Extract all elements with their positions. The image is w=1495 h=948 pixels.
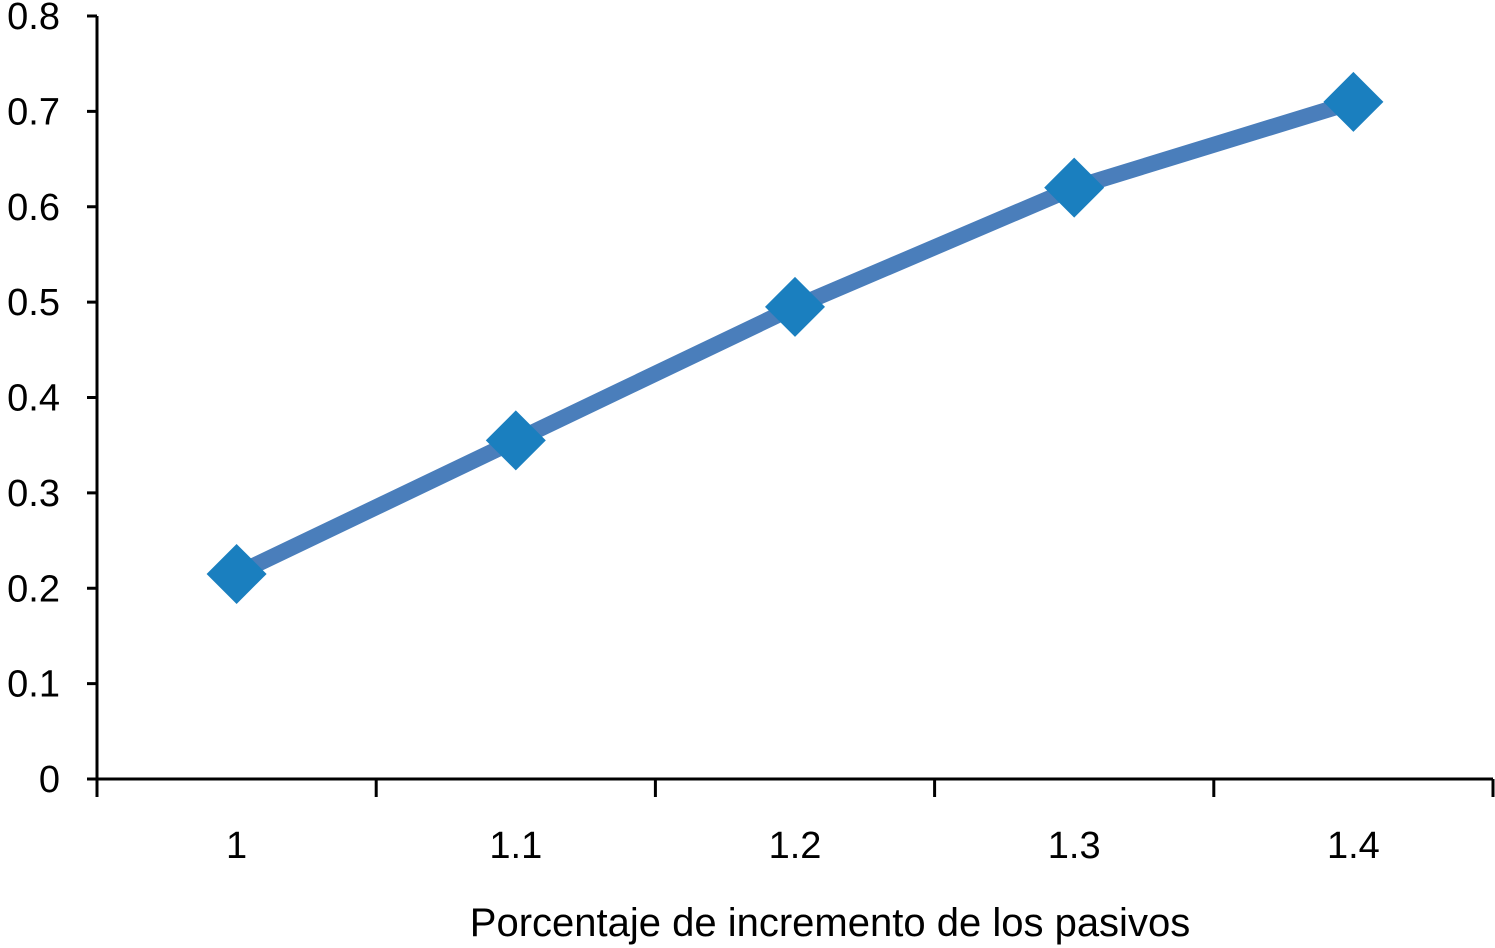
x-tick-label: 1.3 (1048, 825, 1101, 867)
y-tick-label: 0.5 (7, 282, 60, 324)
series-line (228, 93, 1362, 582)
x-axis-title: Porcentaje de incremento de los pasivos (470, 901, 1190, 945)
data-point-marker (485, 410, 546, 471)
x-tick-label: 1.1 (489, 825, 542, 867)
y-tick-label: 0 (39, 759, 60, 801)
x-tick-label: 1 (226, 825, 247, 867)
series-lines (228, 93, 1362, 582)
axes (87, 14, 1495, 797)
y-tick-label: 0.1 (7, 664, 60, 706)
y-tick-label: 0.7 (7, 91, 60, 133)
y-tick-labels: 0 0.1 0.2 0.3 0.4 0.5 0.6 0.7 0.8 (7, 0, 60, 801)
data-point-marker (1044, 157, 1105, 218)
data-point-marker (206, 543, 267, 604)
y-tick-label: 0.8 (7, 0, 60, 38)
x-tick-label: 1.2 (769, 825, 822, 867)
markers (206, 71, 1384, 604)
data-point-marker (1323, 71, 1384, 132)
data-point-marker (765, 276, 825, 337)
y-tick-label: 0.3 (7, 473, 60, 515)
x-tick-labels: 1 1.1 1.2 1.3 1.4 (226, 825, 1380, 867)
y-tick-label: 0.6 (7, 187, 60, 229)
x-tick-label: 1.4 (1327, 825, 1380, 867)
y-tick-label: 0.4 (7, 378, 60, 420)
y-tick-label: 0.2 (7, 568, 60, 610)
